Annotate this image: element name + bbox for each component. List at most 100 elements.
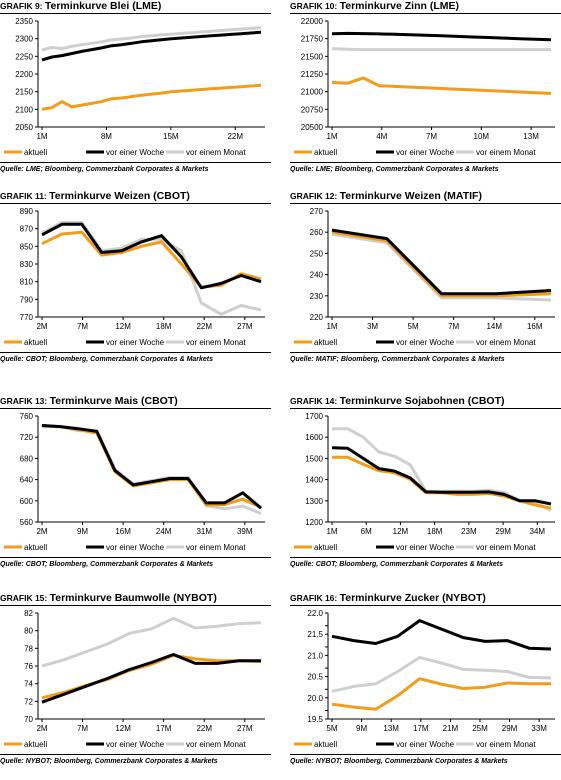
y-tick-label: 20.0 <box>307 694 323 703</box>
x-tick-label: 2M <box>36 724 47 733</box>
chart-title-prefix: GRAFIK 13: <box>0 396 50 406</box>
series-line-0 <box>331 76 552 95</box>
source-text: CBOT; Bloomberg, Commerzbank Corporates … <box>315 561 504 568</box>
source-label: Quelle: <box>0 561 26 568</box>
x-tick-label: 2M <box>36 527 47 536</box>
source-rule <box>0 162 271 163</box>
y-tick-label: 1500 <box>305 454 323 463</box>
legend-label-1: vor einer Woche <box>106 740 165 749</box>
chart-title: GRAFIK 9: Terminkurve Blei (LME) <box>0 0 161 12</box>
x-tick-label: 16M <box>115 527 131 536</box>
x-tick-label: 18M <box>427 527 443 536</box>
legend-label-1: vor einer Woche <box>106 148 165 157</box>
legend-label-2: vor einem Monat <box>186 740 246 749</box>
x-tick-label: 16M <box>527 322 543 331</box>
source-note: Quelle: MATIF; Bloomberg, Commerzbank Co… <box>290 356 505 363</box>
chart-title-prefix: GRAFIK 10: <box>290 1 340 11</box>
series-line-2 <box>332 427 552 512</box>
legend-label-1: vor einer Woche <box>396 543 455 552</box>
x-tick-label: 9M <box>77 527 88 536</box>
x-tick-label: 3M <box>367 322 378 331</box>
chart-title-text: Terminkurve Weizen (MATIF) <box>339 190 482 202</box>
series-line-1 <box>331 228 552 296</box>
y-tick-label: 830 <box>20 260 34 269</box>
y-tick-label: 21750 <box>301 35 324 44</box>
legend-label-1: vor einer Woche <box>106 338 165 347</box>
chart-panel-11: GRAFIK 11: Terminkurve Weizen (CBOT) 770 7… <box>0 190 271 378</box>
y-tick-label: 770 <box>20 313 34 322</box>
y-tick-label: 20750 <box>301 105 324 114</box>
y-tick-label: 680 <box>20 454 34 463</box>
chart-title-text: Terminkurve Baumwolle (NYBOT) <box>49 592 217 604</box>
legend-label-2: vor einem Monat <box>476 543 536 552</box>
chart-title-text: Terminkurve Weizen (CBOT) <box>49 190 190 202</box>
series-line-1 <box>331 31 552 42</box>
x-tick-label: 10M <box>474 132 490 141</box>
y-tick-label: 720 <box>20 433 34 442</box>
x-tick-label: 18M <box>156 322 172 331</box>
x-tick-label: 9M <box>356 724 367 733</box>
y-tick-label: 600 <box>20 497 34 506</box>
x-tick-label: 33M <box>531 724 547 733</box>
y-tick-label: 2150 <box>15 88 33 97</box>
source-rule <box>290 162 561 163</box>
chart-svg: 220 230 240 250 260 270 1M 3M 5M 7M 14M 16M aktuell v… <box>294 207 555 347</box>
chart-panel-12: GRAFIK 12: Terminkurve Weizen (MATIF) 220… <box>290 190 561 378</box>
x-tick-label: 24M <box>156 527 172 536</box>
y-tick-label: 82 <box>24 609 33 618</box>
title-rule <box>0 605 271 606</box>
title-rule <box>290 13 561 14</box>
legend-label-2: vor einem Monat <box>476 148 536 157</box>
legend-label-1: vor einer Woche <box>396 338 455 347</box>
x-tick-label: 12M <box>115 724 131 733</box>
y-tick-label: 240 <box>310 271 324 280</box>
y-tick-label: 22.0 <box>307 609 323 618</box>
chart-svg: 20500 20750 21000 21250 21500 21750 22000 1M 4M 7… <box>294 17 555 157</box>
y-tick-label: 870 <box>20 225 34 234</box>
source-note: Quelle: NYBOT; Bloomberg, Commerzbank Co… <box>0 758 218 765</box>
y-tick-label: 790 <box>20 295 34 304</box>
y-tick-label: 890 <box>20 207 34 216</box>
y-tick-label: 1600 <box>305 433 323 442</box>
source-text: NYBOT; Bloomberg, Commerzbank Corporates… <box>25 758 218 765</box>
legend-label-0: aktuell <box>24 740 47 749</box>
x-tick-label: 27M <box>237 724 253 733</box>
y-tick-label: 21.0 <box>307 651 323 660</box>
title-rule <box>0 13 271 14</box>
y-tick-label: 21.5 <box>307 630 323 639</box>
title-rule <box>290 605 561 606</box>
y-tick-label: 2250 <box>15 52 33 61</box>
x-tick-label: 29M <box>495 527 511 536</box>
y-tick-label: 72 <box>24 697 33 706</box>
chart-title: GRAFIK 14: Terminkurve Sojabohnen (CBOT) <box>290 395 505 407</box>
y-tick-label: 850 <box>20 242 34 251</box>
x-tick-label: 14M <box>486 322 502 331</box>
chart-title-text: Terminkurve Zinn (LME) <box>339 0 459 12</box>
y-tick-label: 640 <box>20 476 34 485</box>
chart-title-text: Terminkurve Mais (CBOT) <box>49 395 178 407</box>
y-tick-label: 21000 <box>301 88 324 97</box>
chart-title-text: Terminkurve Sojabohnen (CBOT) <box>339 395 505 407</box>
series-line-1 <box>41 222 262 290</box>
source-label: Quelle: <box>0 356 26 363</box>
x-tick-label: 31M <box>196 527 212 536</box>
chart-panel-10: GRAFIK 10: Terminkurve Zinn (LME) 20500 20… <box>290 0 561 188</box>
series-line-2 <box>331 232 552 302</box>
source-rule <box>290 352 561 353</box>
title-rule <box>0 408 271 409</box>
chart-svg: 560 600 640 680 720 760 2M 9M 16M 24M 31M 39M aktuel… <box>4 412 265 552</box>
source-label: Quelle: <box>290 758 316 765</box>
source-note: Quelle: LME; Bloomberg, Commerzbank Corp… <box>0 166 209 173</box>
legend-label-2: vor einem Monat <box>476 338 536 347</box>
x-tick-label: 22M <box>227 132 243 141</box>
chart-title-prefix: GRAFIK 16: <box>290 593 340 603</box>
x-tick-label: 1M <box>326 322 337 331</box>
y-tick-label: 2300 <box>15 35 33 44</box>
source-label: Quelle: <box>0 758 26 765</box>
series-line-2 <box>331 47 551 52</box>
series-line-1 <box>41 30 262 62</box>
series-line-0 <box>41 83 262 111</box>
source-text: LME; Bloomberg, Commerzbank Corporates &… <box>25 166 209 173</box>
y-tick-label: 20500 <box>301 123 324 132</box>
x-tick-label: 8M <box>101 132 112 141</box>
